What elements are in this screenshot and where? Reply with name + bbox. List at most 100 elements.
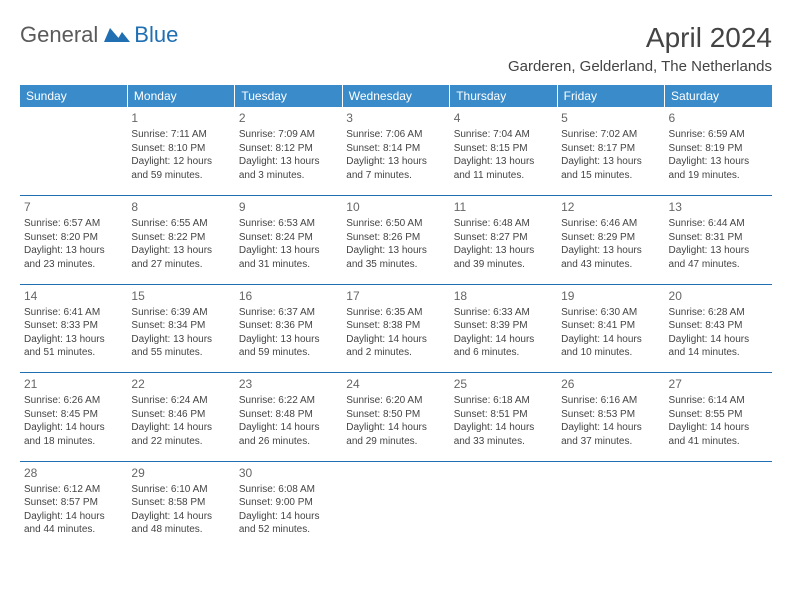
sunset-line: Sunset: 8:24 PM (239, 231, 338, 245)
sunset-line: Sunset: 8:19 PM (669, 142, 768, 156)
calendar-week-row: 21 Sunrise: 6:26 AMSunset: 8:45 PM Dayligh… (20, 373, 772, 461)
calendar-cell: 16Sunrise: 6:37 AMSunset: 8:36 PMDayligh… (235, 284, 342, 372)
calendar-cell: 13Sunrise: 6:44 AMSunset: 8:31 PMDayligh… (665, 196, 772, 284)
dayheader-tue: Tuesday (235, 85, 342, 107)
day-number: 16 (239, 288, 338, 304)
daylight-line: and 52 minutes. (239, 523, 338, 537)
dayheader-mon: Monday (127, 85, 234, 107)
calendar-week-row: 28Sunrise: 6:12 AMSunset: 8:57 PMDayligh… (20, 461, 772, 549)
calendar-cell: 11Sunrise: 6:48 AMSunset: 8:27 PMDayligh… (450, 196, 557, 284)
sunset-line: Sunset: 8:41 PM (561, 319, 660, 333)
calendar-week-row: 14Sunrise: 6:41 AMSunset: 8:33 PMDayligh… (20, 284, 772, 372)
calendar-cell: 30Sunrise: 6:08 AMSunset: 9:00 PMDayligh… (235, 461, 342, 549)
calendar-cell: 28Sunrise: 6:12 AMSunset: 8:57 PMDayligh… (20, 461, 127, 549)
sunset-line: Sunset: 8:39 PM (454, 319, 553, 333)
sunrise-line: Sunrise: 6:12 AM (24, 483, 123, 497)
day-number: 2 (239, 110, 338, 126)
day-number: 29 (131, 465, 230, 481)
calendar-cell: 23Sunrise: 6:22 AMSunset: 8:48 PMDayligh… (235, 373, 342, 461)
daylight-line: Daylight: 13 hours (239, 155, 338, 169)
calendar-cell: 26Sunrise: 6:16 AMSunset: 8:53 PMDayligh… (557, 373, 664, 461)
calendar-cell: 18 Sunrise: 6:33 AMSunset: 8:39 PMDayligh… (450, 284, 557, 372)
daylight-line: Daylight: 13 hours (239, 333, 338, 347)
title-block: April 2024 Garderen, Gelderland, The Net… (508, 22, 772, 75)
logo-text-blue: Blue (134, 22, 178, 48)
sunrise-line: Sunrise: 6:33 AM (454, 306, 553, 320)
sunrise-line: Sunrise: 6:53 AM (239, 217, 338, 231)
calendar-cell: 29Sunrise: 6:10 AMSunset: 8:58 PMDayligh… (127, 461, 234, 549)
day-number: 8 (131, 199, 230, 215)
sunset-line: Sunset: 8:10 PM (131, 142, 230, 156)
day-number: 21 (24, 376, 123, 392)
daylight-line: Daylight: 14 hours (454, 421, 553, 435)
daylight-line: and 22 minutes. (131, 435, 230, 449)
sunset-line: Sunset: 8:38 PM (346, 319, 445, 333)
daylight-line: Daylight: 13 hours (346, 155, 445, 169)
daylight-line: and 37 minutes. (561, 435, 660, 449)
daylight-line: and 29 minutes. (346, 435, 445, 449)
daylight-line: and 39 minutes. (454, 258, 553, 272)
day-number: 6 (669, 110, 768, 126)
daylight-line: and 47 minutes. (669, 258, 768, 272)
calendar-week-row: 7 Sunrise: 6:57 AMSunset: 8:20 PM Daylight… (20, 196, 772, 284)
sunset-line: Sunset: 8:27 PM (454, 231, 553, 245)
calendar-week-row: 1Sunrise: 7:11 AMSunset: 8:10 PMDaylight… (20, 107, 772, 195)
daylight-line: and 59 minutes. (131, 169, 230, 183)
day-number: 10 (346, 199, 445, 215)
sunrise-line: Sunrise: 6:30 AM (561, 306, 660, 320)
sunrise-line: Sunrise: 6:10 AM (131, 483, 230, 497)
sunset-line: Sunset: 8:33 PM (24, 319, 123, 333)
calendar-cell: 3 Sunrise: 7:06 AMSunset: 8:14 PMDaylight… (342, 107, 449, 195)
sunset-line: Sunset: 8:20 PM (24, 231, 123, 245)
sunrise-line: Sunrise: 6:50 AM (346, 217, 445, 231)
daylight-line: and 51 minutes. (24, 346, 123, 360)
sunset-line: Sunset: 8:48 PM (239, 408, 338, 422)
sunrise-line: Sunrise: 6:28 AM (669, 306, 768, 320)
daylight-line: and 18 minutes. (24, 435, 123, 449)
calendar-cell: 5Sunrise: 7:02 AMSunset: 8:17 PMDaylight… (557, 107, 664, 195)
day-number: 7 (24, 199, 123, 215)
calendar-cell: 21Sunrise: 6:26 AMSunset: 8:45 PMDayligh… (20, 373, 127, 461)
calendar-cell: 12Sunrise: 6:46 AMSunset: 8:29 PMDayligh… (557, 196, 664, 284)
daylight-line: Daylight: 13 hours (561, 155, 660, 169)
sunrise-line: Sunrise: 6:26 AM (24, 394, 123, 408)
daylight-line: Daylight: 14 hours (454, 333, 553, 347)
daylight-line: and 7 minutes. (346, 169, 445, 183)
day-number: 26 (561, 376, 660, 392)
calendar-cell: 14Sunrise: 6:41 AMSunset: 8:33 PMDayligh… (20, 284, 127, 372)
day-number: 15 (131, 288, 230, 304)
sunset-line: Sunset: 8:53 PM (561, 408, 660, 422)
calendar-cell: 9Sunrise: 6:53 AMSunset: 8:24 PMDaylight… (235, 196, 342, 284)
sunset-line: Sunset: 8:45 PM (24, 408, 123, 422)
sunset-line: Sunset: 8:12 PM (239, 142, 338, 156)
location: Garderen, Gelderland, The Netherlands (508, 58, 772, 75)
daylight-line: Daylight: 13 hours (131, 333, 230, 347)
sunset-line: Sunset: 8:29 PM (561, 231, 660, 245)
daylight-line: and 27 minutes. (131, 258, 230, 272)
sunrise-line: Sunrise: 6:16 AM (561, 394, 660, 408)
sunrise-line: Sunrise: 7:06 AM (346, 128, 445, 142)
day-number: 18 (454, 288, 553, 304)
daylight-line: and 14 minutes. (669, 346, 768, 360)
day-number: 11 (454, 199, 553, 215)
dayheader-wed: Wednesday (342, 85, 449, 107)
day-number: 20 (669, 288, 768, 304)
sunset-line: Sunset: 8:14 PM (346, 142, 445, 156)
calendar-cell: 20Sunrise: 6:28 AMSunset: 8:43 PMDayligh… (665, 284, 772, 372)
calendar-cell (20, 107, 127, 195)
day-number: 3 (346, 110, 445, 126)
calendar-cell: 24Sunrise: 6:20 AMSunset: 8:50 PMDayligh… (342, 373, 449, 461)
day-number: 24 (346, 376, 445, 392)
daylight-line: and 3 minutes. (239, 169, 338, 183)
daylight-line: Daylight: 14 hours (239, 510, 338, 524)
sunrise-line: Sunrise: 6:22 AM (239, 394, 338, 408)
calendar-cell (342, 461, 449, 549)
sunset-line: Sunset: 8:22 PM (131, 231, 230, 245)
calendar-cell: 4Sunrise: 7:04 AMSunset: 8:15 PMDaylight… (450, 107, 557, 195)
sunrise-line: Sunrise: 6:59 AM (669, 128, 768, 142)
sunrise-line: Sunrise: 6:57 AM (24, 217, 123, 231)
daylight-line: Daylight: 13 hours (669, 155, 768, 169)
sunset-line: Sunset: 8:55 PM (669, 408, 768, 422)
day-number: 1 (131, 110, 230, 126)
daylight-line: Daylight: 13 hours (131, 244, 230, 258)
